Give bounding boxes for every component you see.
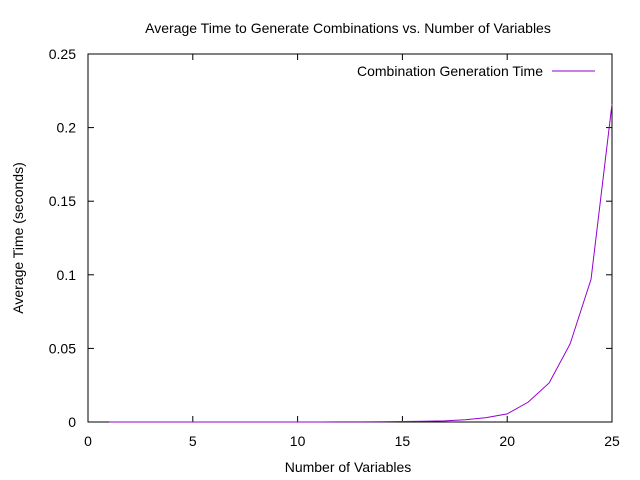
legend: Combination Generation Time	[357, 63, 595, 79]
x-axis: 0 5 10 15 20 25	[84, 54, 620, 449]
x-tick-label: 20	[499, 433, 515, 449]
x-tick-label: 5	[189, 433, 197, 449]
series-layer	[108, 103, 613, 423]
y-axis-label: Average Time (seconds)	[10, 162, 26, 313]
x-tick-label: 10	[290, 433, 306, 449]
series-line	[108, 103, 613, 423]
x-axis-label: Number of Variables	[285, 459, 412, 475]
x-tick-label: 15	[395, 433, 411, 449]
y-axis: 0 0.05 0.1 0.15 0.2 0.25	[49, 46, 612, 430]
chart-title: Average Time to Generate Combinations vs…	[145, 20, 551, 36]
y-tick-label: 0	[68, 414, 76, 430]
legend-label: Combination Generation Time	[357, 63, 543, 79]
y-tick-label: 0.25	[49, 46, 76, 62]
y-tick-label: 0.2	[57, 120, 77, 136]
y-tick-label: 0.15	[49, 193, 76, 209]
x-tick-label: 25	[604, 433, 620, 449]
y-tick-label: 0.05	[49, 340, 76, 356]
y-tick-label: 0.1	[57, 267, 77, 283]
x-tick-label: 0	[84, 433, 92, 449]
plot-frame	[87, 53, 613, 423]
